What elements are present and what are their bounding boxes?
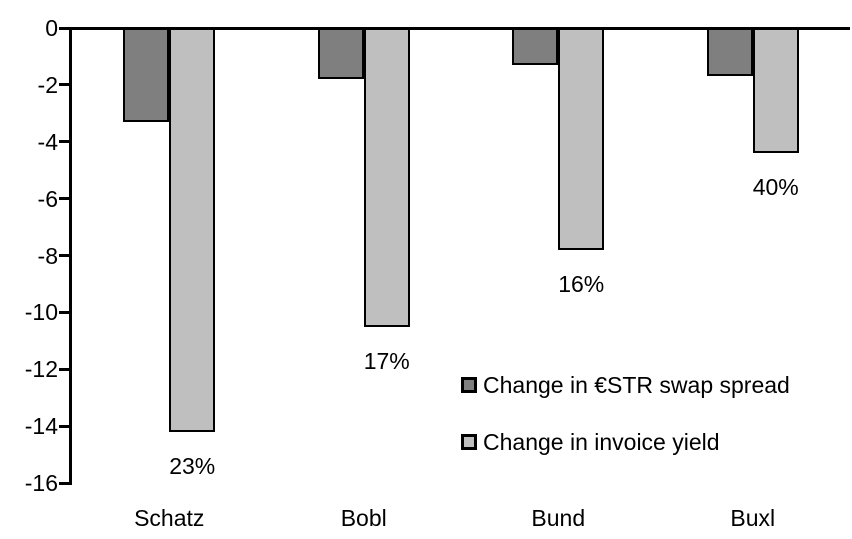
y-tick-label: -10	[24, 299, 58, 326]
legend-label-invoice-yield: Change in invoice yield	[483, 429, 720, 455]
legend: Change in €STR swap spread Change in inv…	[461, 370, 790, 484]
zero-axis-line	[69, 26, 850, 30]
y-tick-label: -2	[37, 71, 58, 98]
bar-bobl-invoice-yield	[363, 28, 410, 327]
y-tick-label: -8	[37, 242, 58, 269]
y-tick-label: -6	[37, 185, 58, 212]
y-tick-label: -14	[24, 413, 58, 440]
x-category-label-buxl: Buxl	[730, 505, 776, 531]
y-tick-label: -4	[37, 128, 58, 155]
swap-spread-swatch-icon	[461, 377, 477, 393]
y-tick-mark	[59, 481, 69, 485]
y-tick-mark	[59, 424, 69, 428]
y-tick-mark	[59, 367, 69, 371]
bar-buxl-swap-spread	[706, 28, 753, 77]
y-axis-line	[69, 26, 72, 485]
y-tick-mark	[59, 140, 69, 144]
y-tick-label: 0	[45, 15, 58, 41]
y-tick-label: -12	[24, 356, 58, 383]
bar-buxl-invoice-yield	[752, 28, 799, 154]
bar-bund-invoice-yield	[558, 28, 605, 250]
x-category-label-bund: Bund	[531, 505, 586, 531]
data-label-bobl: 17%	[363, 347, 410, 374]
y-tick-mark	[59, 197, 69, 201]
bar-bund-swap-spread	[512, 28, 559, 65]
y-tick-mark	[59, 26, 69, 30]
bar-schatz-invoice-yield	[169, 28, 216, 432]
data-label-schatz: 23%	[169, 452, 216, 479]
x-category-label-schatz: Schatz	[134, 505, 205, 531]
legend-label-swap-spread: Change in €STR swap spread	[483, 372, 790, 398]
bar-schatz-swap-spread	[123, 28, 170, 122]
data-label-bund: 16%	[558, 270, 605, 297]
invoice-yield-swatch-icon	[461, 434, 477, 450]
bar-bobl-swap-spread	[317, 28, 364, 80]
legend-item-invoice-yield: Change in invoice yield	[461, 427, 790, 457]
legend-item-swap-spread: Change in €STR swap spread	[461, 370, 790, 400]
y-tick-mark	[59, 254, 69, 258]
data-label-buxl: 40%	[752, 174, 799, 201]
y-tick-mark	[59, 83, 69, 87]
x-category-label-bobl: Bobl	[340, 505, 387, 531]
y-tick-label: -16	[24, 470, 58, 497]
y-tick-mark	[59, 310, 69, 314]
